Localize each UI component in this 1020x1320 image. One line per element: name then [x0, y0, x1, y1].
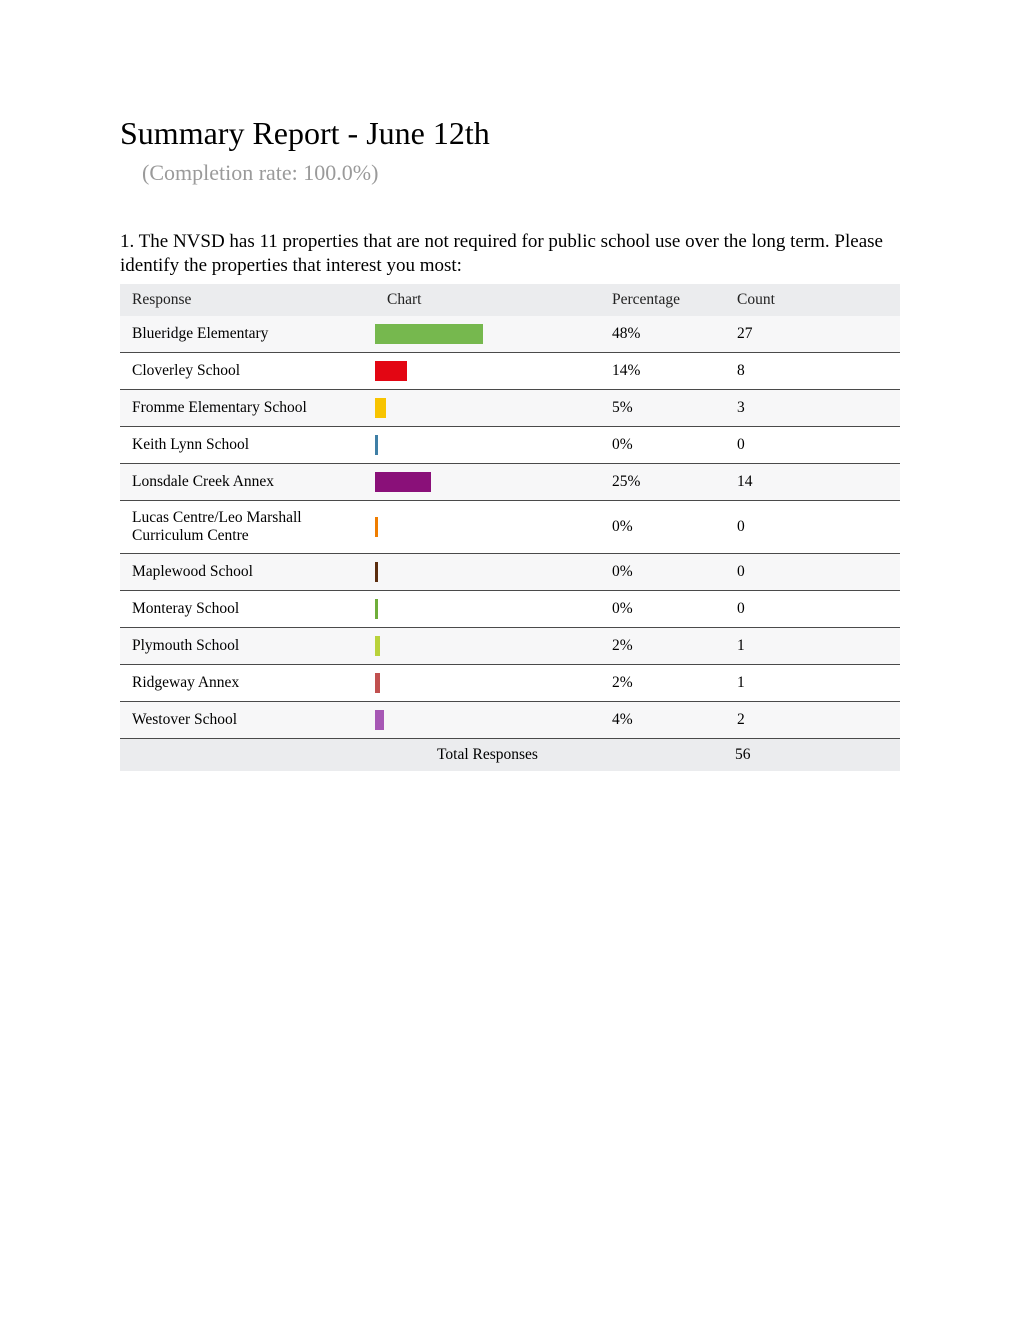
table-row: Lucas Centre/Leo Marshall Curriculum Cen…: [120, 500, 900, 553]
count-value: 8: [725, 352, 900, 389]
chart-bar: [375, 435, 378, 455]
chart-bar: [375, 673, 380, 693]
percentage-value: 2%: [600, 627, 725, 664]
chart-bar: [375, 472, 431, 492]
table-row: Plymouth School 2%1: [120, 627, 900, 664]
percentage-value: 0%: [600, 553, 725, 590]
count-value: 27: [725, 316, 900, 353]
count-value: 0: [725, 553, 900, 590]
question-text: 1. The NVSD has 11 properties that are n…: [120, 230, 900, 278]
table-row: Westover School 4%2: [120, 701, 900, 738]
table-row: Fromme Elementary School 5%3: [120, 389, 900, 426]
report-title: Summary Report - June 12th: [120, 115, 900, 152]
table-row: Maplewood School 0%0: [120, 553, 900, 590]
count-value: 3: [725, 389, 900, 426]
results-table: Response Chart Percentage Count Blueridg…: [120, 284, 900, 771]
response-label: Cloverley School: [120, 352, 375, 389]
chart-cell: [375, 426, 600, 463]
chart-bar: [375, 324, 483, 344]
chart-cell: [375, 352, 600, 389]
percentage-value: 0%: [600, 426, 725, 463]
count-value: 2: [725, 701, 900, 738]
chart-cell: [375, 316, 600, 353]
response-label: Keith Lynn School: [120, 426, 375, 463]
count-value: 0: [725, 500, 900, 553]
percentage-value: 4%: [600, 701, 725, 738]
table-row: Monteray School 0%0: [120, 590, 900, 627]
percentage-value: 0%: [600, 500, 725, 553]
response-label: Lucas Centre/Leo Marshall Curriculum Cen…: [120, 500, 375, 553]
total-count: 56: [725, 738, 900, 771]
response-label: Maplewood School: [120, 553, 375, 590]
chart-cell: [375, 553, 600, 590]
response-label: Fromme Elementary School: [120, 389, 375, 426]
count-value: 1: [725, 664, 900, 701]
percentage-value: 14%: [600, 352, 725, 389]
response-label: Westover School: [120, 701, 375, 738]
count-value: 0: [725, 590, 900, 627]
chart-cell: [375, 389, 600, 426]
chart-cell: [375, 463, 600, 500]
col-header-response: Response: [120, 284, 375, 316]
chart-cell: [375, 664, 600, 701]
count-value: 14: [725, 463, 900, 500]
percentage-value: 48%: [600, 316, 725, 353]
table-row: Blueridge Elementary 48%27: [120, 316, 900, 353]
report-page: Summary Report - June 12th (Completion r…: [0, 0, 1020, 771]
col-header-chart: Chart: [375, 284, 600, 316]
percentage-value: 0%: [600, 590, 725, 627]
chart-bar: [375, 361, 407, 381]
chart-cell: [375, 627, 600, 664]
response-label: Plymouth School: [120, 627, 375, 664]
completion-rate: (Completion rate: 100.0%): [120, 160, 900, 186]
chart-cell: [375, 701, 600, 738]
chart-cell: [375, 500, 600, 553]
chart-bar: [375, 710, 384, 730]
response-label: Lonsdale Creek Annex: [120, 463, 375, 500]
table-row: Lonsdale Creek Annex 25%14: [120, 463, 900, 500]
table-row: Ridgeway Annex 2%1: [120, 664, 900, 701]
table-header-row: Response Chart Percentage Count: [120, 284, 900, 316]
response-label: Monteray School: [120, 590, 375, 627]
percentage-value: 5%: [600, 389, 725, 426]
response-label: Blueridge Elementary: [120, 316, 375, 353]
chart-bar: [375, 599, 378, 619]
col-header-percentage: Percentage: [600, 284, 725, 316]
response-label: Ridgeway Annex: [120, 664, 375, 701]
table-row: Cloverley School 14%8: [120, 352, 900, 389]
chart-bar: [375, 636, 380, 656]
chart-bar: [375, 562, 378, 582]
table-row: Keith Lynn School 0%0: [120, 426, 900, 463]
count-value: 1: [725, 627, 900, 664]
chart-bar: [375, 398, 386, 418]
chart-bar: [375, 517, 378, 537]
total-label: Total Responses: [375, 738, 600, 771]
percentage-value: 25%: [600, 463, 725, 500]
chart-cell: [375, 590, 600, 627]
percentage-value: 2%: [600, 664, 725, 701]
count-value: 0: [725, 426, 900, 463]
table-footer-row: Total Responses 56: [120, 738, 900, 771]
col-header-count: Count: [725, 284, 900, 316]
